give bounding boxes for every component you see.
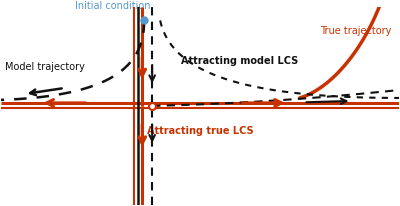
Text: Attracting model LCS: Attracting model LCS	[181, 56, 298, 66]
Text: Model trajectory: Model trajectory	[5, 62, 84, 72]
Text: True trajectory: True trajectory	[320, 26, 391, 36]
Text: Initial condition: Initial condition	[74, 1, 150, 11]
Text: Attracting true LCS: Attracting true LCS	[147, 125, 253, 135]
